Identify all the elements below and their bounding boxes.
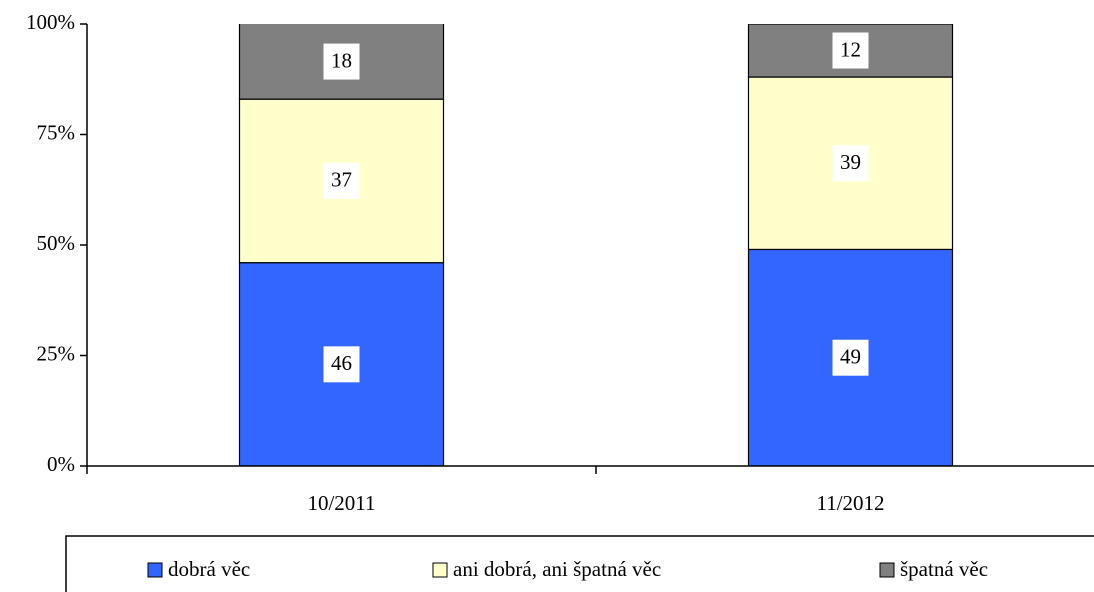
data-label: 39: [840, 150, 861, 174]
x-tick-label: 11/2012: [816, 491, 884, 515]
legend-label: dobrá věc: [168, 557, 250, 581]
data-label: 12: [840, 37, 861, 61]
plot-area: [238, 24, 954, 466]
data-label-box: [832, 145, 869, 182]
y-tick-label: 50%: [37, 231, 76, 255]
data-label: 46: [331, 351, 352, 375]
y-tick-label: 100%: [26, 10, 75, 34]
y-tick-label: 0%: [47, 452, 75, 476]
data-label-box: [323, 43, 360, 80]
data-label-box: [323, 162, 360, 199]
legend-label: špatná věc: [900, 557, 988, 581]
x-tick-label: 10/2011: [307, 491, 375, 515]
data-label: 18: [331, 48, 352, 72]
y-tick-label: 25%: [37, 341, 76, 365]
legend-label: ani dobrá, ani špatná věc: [453, 557, 661, 581]
data-label-box: [832, 339, 869, 376]
data-label: 49: [840, 345, 861, 369]
legend-box: [65, 535, 1094, 592]
y-tick-label: 75%: [37, 120, 76, 144]
data-label-box: [323, 346, 360, 383]
legend-swatch: [879, 562, 895, 578]
data-label: 37: [331, 168, 352, 192]
legend-swatch: [147, 562, 163, 578]
legend-swatch: [432, 562, 448, 578]
data-label-box: [832, 32, 869, 69]
